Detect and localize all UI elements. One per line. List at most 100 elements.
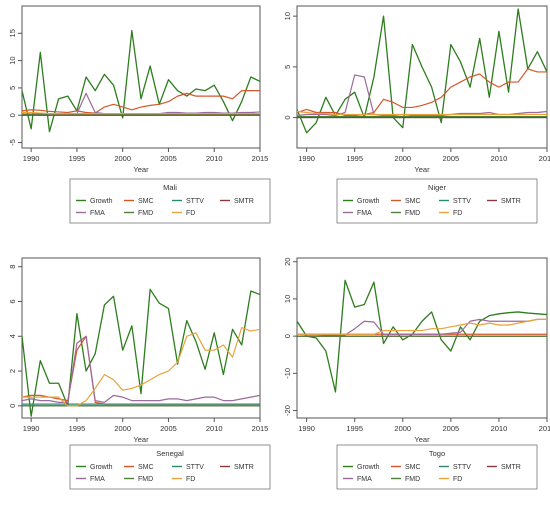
series-line-growth [22,288,260,417]
legend-entry-smtr: SMTR [234,464,254,471]
legend-entry-fma: FMA [357,210,372,217]
x-tick-label: 2015 [252,154,269,163]
x-tick-label: 2005 [443,424,460,433]
series-line-smc [297,68,547,117]
y-tick-label: 0 [283,115,292,119]
chart-panel-4: 199019952000200520102015-20-1001020YearT… [283,257,550,490]
plot-frame [296,257,548,419]
y-tick-label: 10 [8,56,17,64]
y-tick-label: 5 [8,86,17,90]
y-tick-label: 5 [283,65,292,69]
chart-panel-1: 1990 1995 2000 2005 2010 2015 -5 0 5 10 15 Year Mali… [8,5,271,224]
x-tick-label: 2010 [491,424,508,433]
legend-entry-fd: FD [453,210,462,217]
series-line-smc [22,90,260,114]
x-tick-label: 1990 [298,424,315,433]
x-tick-label: 2005 [443,154,460,163]
legend-box [336,444,538,490]
x-tick-label: 1990 [23,154,40,163]
series-line-fd [297,110,547,116]
series-line-growth [297,279,547,393]
x-axis-label: Year [133,435,149,444]
legend-entry-sttv: STTV [186,464,204,471]
plot-frame [21,5,261,149]
legend-entry-sttv: STTV [453,464,471,471]
x-tick-label: 2000 [394,154,411,163]
chart-panel-2: 1990 1995 2000 2005 2010 2015 0 5 10 Year Niger Gro… [283,5,550,224]
y-tick-label: -10 [283,368,292,379]
legend-entry-growth: Growth [357,464,380,471]
y-tick-label: 4 [8,334,17,338]
legend-entry-sttv: STTV [453,198,471,205]
x-tick-label: 2000 [394,424,411,433]
legend: Niger Growth SMC STTV SMTR FMA FMD FD [336,178,538,224]
y-tick-label: 20 [283,258,292,266]
x-tick-label: 1990 [298,154,315,163]
x-tick-label: 2000 [114,154,131,163]
legend-entry-smtr: SMTR [501,198,521,205]
legend-entry-fma: FMA [90,476,105,483]
legend-entry-growth: Growth [90,198,113,205]
legend-entry-smc: SMC [138,198,154,205]
legend-title: Togo [429,449,445,458]
y-tick-label: 0 [283,334,292,338]
y-tick-label: 8 [8,265,17,269]
y-tick-label: 10 [283,12,292,20]
y-tick-label: 15 [8,29,17,37]
series-line-fd [297,318,547,335]
legend-entry-fd: FD [186,476,195,483]
legend-title: Senegal [156,449,184,458]
chart-panel-3: 1990 1995 2000 2005 2010 201502468YearSenegal… [8,257,271,490]
legend-entry-fma: FMA [90,210,105,217]
x-axis-label: Year [133,165,149,174]
x-tick-label: 2015 [539,154,550,163]
x-axis-label: Year [414,165,430,174]
legend-entry-sttv: STTV [186,198,204,205]
x-tick-label: 2015 [539,424,550,433]
y-tick-label: 0 [8,404,17,408]
x-tick-label: 1995 [346,154,363,163]
x-tick-label: 2005 [160,424,177,433]
series-line-growth [297,8,547,134]
plot-frame [296,5,548,149]
legend-entry-fma: FMA [357,476,372,483]
legend-entry-growth: Growth [90,464,113,471]
legend-box [69,444,271,490]
legend-entry-smc: SMC [405,464,421,471]
legend-box [336,178,538,224]
legend-entry-fmd: FMD [138,476,153,483]
legend-entry-fd: FD [186,210,195,217]
x-tick-label: 2005 [160,154,177,163]
legend-entry-fmd: FMD [405,210,420,217]
legend: Senegal Growth SMC STTV SMTR FMA FMD FD [69,444,271,490]
legend-entry-growth: Growth [357,198,380,205]
series-line-fd [22,111,260,115]
legend: Mali Growth SMC STTV SMTR FMA FMD FD [69,178,271,224]
y-tick-label: -5 [8,139,17,146]
y-tick-label: 10 [283,295,292,303]
series-line-fd [22,326,260,407]
legend-box [69,178,271,224]
y-tick-label: -20 [283,405,292,416]
legend-title: Mali [163,183,177,192]
x-tick-label: 2015 [252,424,269,433]
legend-entry-fmd: FMD [405,476,420,483]
legend-entry-smtr: SMTR [501,464,521,471]
x-tick-label: 1995 [69,154,86,163]
legend: Togo Growth SMC STTV SMTR FMA FMD FD [336,444,538,490]
x-tick-label: 2010 [491,154,508,163]
series-line-fma [297,318,547,336]
legend-entry-smc: SMC [138,464,154,471]
x-axis-label: Year [414,435,430,444]
y-tick-label: 0 [8,113,17,117]
y-tick-label: 2 [8,369,17,373]
legend-title: Niger [428,183,446,192]
legend-entry-fd: FD [453,476,462,483]
series-line-growth [22,29,260,133]
x-tick-label: 2000 [114,424,131,433]
x-tick-label: 2010 [206,154,223,163]
legend-entry-smtr: SMTR [234,198,254,205]
x-tick-label: 1995 [346,424,363,433]
